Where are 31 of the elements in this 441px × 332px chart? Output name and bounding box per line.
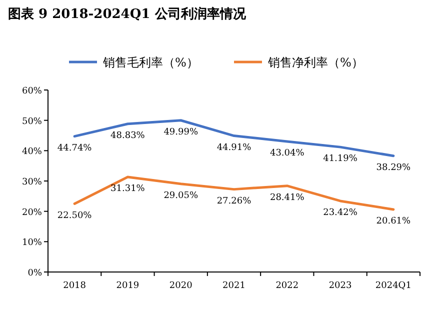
y-tick-label: 20% bbox=[22, 208, 42, 218]
data-label: 31.31% bbox=[110, 184, 146, 194]
data-label: 44.91% bbox=[216, 142, 252, 153]
x-tick-label: 2022 bbox=[276, 281, 299, 291]
y-tick-label: 40% bbox=[22, 147, 42, 158]
y-tick-label: 50% bbox=[22, 116, 42, 127]
data-label: 27.26% bbox=[216, 196, 252, 206]
legend-label: 销售毛利率（%） bbox=[102, 56, 198, 70]
data-label: 43.04% bbox=[270, 148, 305, 158]
x-tick-label: 2020 bbox=[169, 281, 193, 291]
chart-title: 图表 9 2018-2024Q1 公司利润率情况 bbox=[8, 6, 247, 22]
y-tick-label: 30% bbox=[22, 178, 42, 188]
data-label: 22.50% bbox=[57, 210, 92, 221]
data-label: 44.74% bbox=[57, 143, 92, 154]
data-label: 48.83% bbox=[110, 130, 146, 141]
x-tick-label: 2021 bbox=[222, 281, 246, 291]
data-label: 29.05% bbox=[164, 190, 198, 201]
x-tick-label: 2024Q1 bbox=[375, 281, 412, 291]
data-label: 23.42% bbox=[323, 208, 358, 218]
data-label: 38.29% bbox=[376, 162, 412, 173]
x-tick-label: 2019 bbox=[116, 281, 140, 291]
legend-label: 销售净利率（%） bbox=[267, 56, 364, 70]
y-tick-label: 0% bbox=[28, 268, 42, 278]
x-tick-label: 2023 bbox=[328, 281, 352, 291]
y-tick-label: 60% bbox=[22, 86, 42, 96]
data-label: 41.19% bbox=[323, 154, 358, 164]
y-tick-label: 10% bbox=[22, 238, 42, 248]
data-label: 20.61% bbox=[376, 216, 412, 226]
data-label: 28.41% bbox=[270, 192, 305, 203]
x-tick-label: 2018 bbox=[63, 281, 86, 291]
data-label: 49.99% bbox=[164, 127, 198, 138]
